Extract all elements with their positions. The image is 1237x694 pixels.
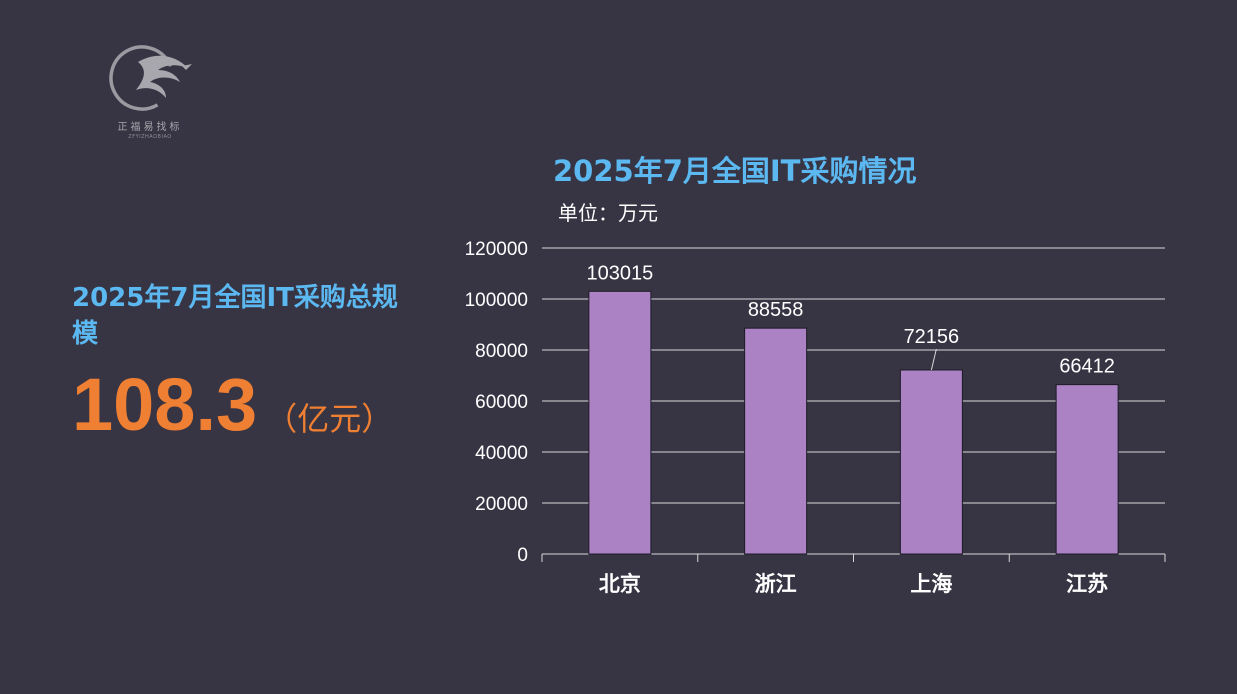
x-category-label: 浙江	[755, 572, 797, 596]
x-category-label: 江苏	[1066, 572, 1108, 596]
data-label: 103015	[587, 262, 654, 284]
x-category-label: 上海	[910, 572, 952, 596]
x-category-label: 北京	[599, 572, 641, 596]
data-label-leader	[930, 348, 937, 371]
y-tick-label: 20000	[475, 494, 528, 515]
chart-title: 2025年7月全国IT采购情况	[553, 154, 917, 188]
summary-title: 2025年7月全国IT采购总规模	[72, 283, 398, 349]
summary-unit: （亿元）	[265, 400, 394, 438]
y-tick-label: 120000	[465, 239, 528, 260]
logo-subtext: ZFYIZHAOBIAO	[128, 134, 172, 140]
bar-1	[744, 327, 808, 555]
bar-0	[588, 290, 652, 555]
logo: 正福易找标 ZFYIZHAOBIAO	[100, 40, 200, 150]
data-label: 72156	[904, 326, 960, 348]
data-label: 88558	[748, 299, 804, 321]
y-tick-label: 100000	[465, 290, 528, 311]
summary-value-block: 108.3 （亿元）	[72, 362, 393, 462]
eagle-logo-icon	[109, 45, 192, 111]
y-tick-label: 80000	[475, 341, 528, 362]
data-label: 66412	[1059, 356, 1115, 378]
logo-text: 正福易找标	[117, 122, 183, 133]
y-tick-label: 0	[517, 545, 528, 566]
summary-value: 108.3	[72, 363, 258, 446]
bar-2	[899, 369, 963, 555]
bar-3	[1055, 384, 1119, 555]
y-tick-label: 60000	[475, 392, 528, 413]
y-tick-label: 40000	[475, 443, 528, 464]
chart-unit-label: 单位：万元	[558, 201, 658, 225]
